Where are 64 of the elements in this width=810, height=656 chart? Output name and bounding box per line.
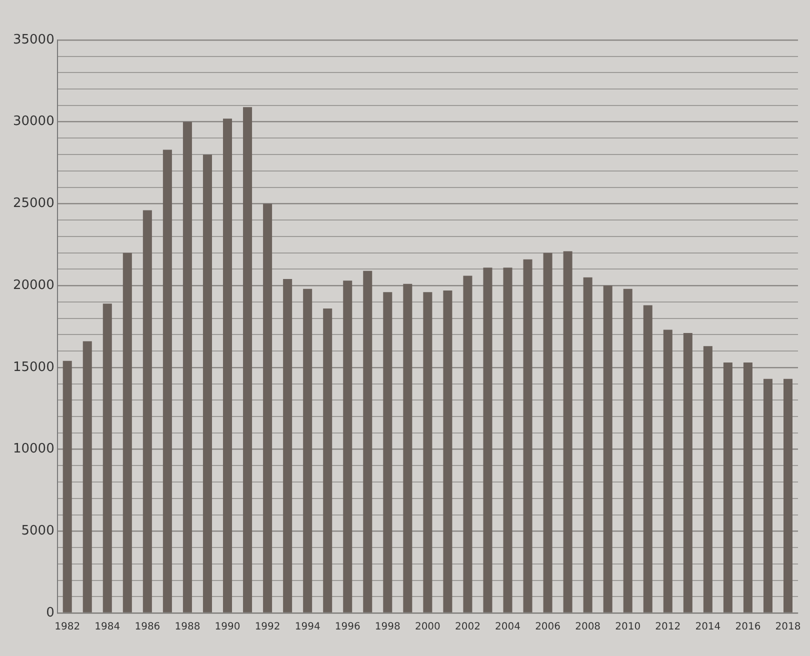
x-tick-label: 1988 [174,622,200,633]
y-tick-label: 35000 [12,32,54,48]
bar [363,270,372,612]
x-tick-label: 2016 [735,622,761,633]
bar [783,378,792,612]
bar [543,252,552,612]
x-tick-label: 1996 [334,622,360,633]
bar [703,346,712,612]
bar [463,276,472,612]
bar [683,333,692,612]
x-tick-label: 2000 [414,622,440,633]
y-tick-label: 30000 [12,114,54,130]
bar [403,284,412,612]
x-tick-label: 2010 [615,622,641,633]
x-tick-label: 2018 [775,622,801,633]
bar [503,268,512,612]
x-tick-label: 2004 [495,622,520,633]
bar [763,378,772,612]
bar [62,360,72,612]
x-tick-label: 1984 [94,622,120,633]
bar [423,292,432,612]
bar [303,288,312,612]
bar [483,268,492,612]
bar [102,304,112,612]
bar [283,279,292,612]
bar [443,290,452,612]
bar [643,305,652,612]
x-tick-label: 1998 [374,622,400,633]
bar [323,308,332,612]
bar [142,210,152,612]
bar [563,251,572,612]
y-tick-label: 5000 [21,524,54,539]
y-tick-label: 10000 [12,442,54,457]
bar [383,292,392,612]
x-tick-label: 1986 [134,622,160,633]
y-tick-label: 0 [46,605,54,620]
bar [663,330,672,612]
bar [223,118,232,612]
bar [743,362,752,612]
x-tick-label: 2002 [454,622,480,633]
bar [523,259,532,612]
bar [623,288,632,612]
bar [343,280,352,612]
x-tick-label: 2006 [535,622,561,633]
bar [182,122,192,612]
x-tick-label: 2014 [695,622,721,633]
bar [583,277,592,612]
bar [82,341,92,612]
bar [202,154,212,612]
bar [122,252,132,612]
bar [263,204,272,612]
x-tick-label: 1990 [214,622,240,633]
bar [162,150,172,612]
x-tick-label: 1994 [294,622,320,633]
bar [243,107,252,612]
y-tick-label: 20000 [12,278,54,293]
x-tick-label: 2008 [575,622,601,633]
bar [603,286,612,612]
bar [723,362,732,612]
x-tick-label: 1982 [54,622,80,633]
x-tick-label: 1992 [254,622,280,633]
y-tick-label: 25000 [12,196,54,212]
y-tick-label: 15000 [12,360,54,375]
x-tick-label: 2012 [655,622,681,633]
